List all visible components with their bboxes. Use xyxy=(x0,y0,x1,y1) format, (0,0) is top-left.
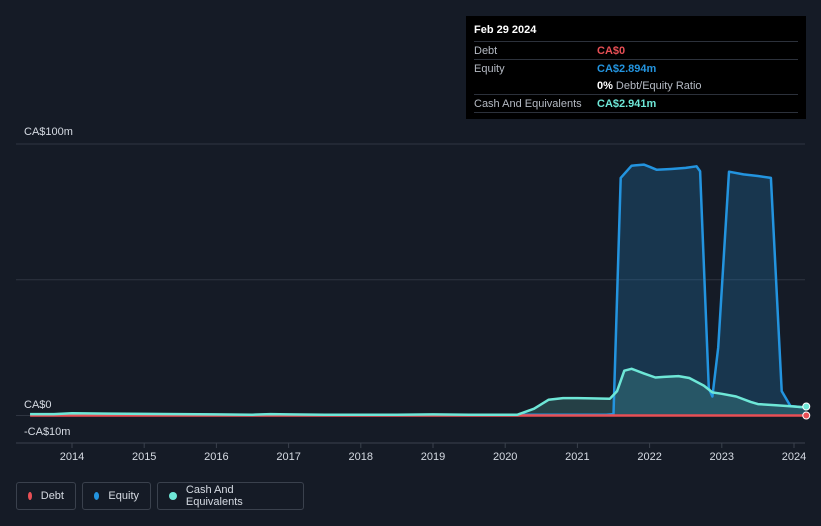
tooltip-debt-value: CA$0 xyxy=(597,44,626,57)
cash-hover-point xyxy=(802,402,811,411)
y-tick-label: CA$0 xyxy=(24,399,52,411)
legend-equity-label: Equity xyxy=(108,490,139,502)
hover-tooltip: Feb 29 2024 Debt CA$0 Equity CA$2.894m 0… xyxy=(466,16,806,119)
cash-line xyxy=(30,367,807,416)
tooltip-row-cash: Cash And Equivalents CA$2.941m xyxy=(474,94,798,113)
x-tick-label: 2023 xyxy=(710,451,734,463)
x-tick-label: 2016 xyxy=(204,451,228,463)
tooltip-ratio-value: 0% xyxy=(597,79,613,92)
tooltip-cash-value: CA$2.941m xyxy=(597,97,657,110)
debt-dot-icon xyxy=(28,492,32,500)
tooltip-row-ratio: 0% Debt/Equity Ratio xyxy=(474,77,798,94)
line-layer xyxy=(30,163,811,420)
y-tick-label: -CA$10m xyxy=(24,426,70,438)
legend-debt-label: Debt xyxy=(40,490,64,502)
legend-cash-label: Cash And Equivalents xyxy=(185,484,243,508)
x-tick-label: 2022 xyxy=(637,451,661,463)
tooltip-row-debt: Debt CA$0 xyxy=(474,41,798,59)
x-tick-label: 2015 xyxy=(132,451,156,463)
x-tick-label: 2021 xyxy=(565,451,589,463)
tooltip-equity-label: Equity xyxy=(474,62,505,75)
tooltip-ratio-label: Debt/Equity Ratio xyxy=(615,79,702,92)
x-tick-label: 2019 xyxy=(421,451,445,463)
tooltip-date: Feb 29 2024 xyxy=(474,24,537,36)
y-tick-label: CA$100m xyxy=(24,126,73,138)
axis-layer: CA$100m CA$0 -CA$10m 2014 2015 2016 2017 2018 20… xyxy=(24,126,806,463)
tooltip-debt-label: Debt xyxy=(474,44,498,57)
equity-dot-icon xyxy=(94,492,100,500)
x-tick-label: 2018 xyxy=(349,451,373,463)
legend-equity[interactable]: Equity xyxy=(82,482,151,510)
x-tick-label: 2017 xyxy=(276,451,300,463)
cash-area xyxy=(30,368,807,416)
x-tick-label: 2014 xyxy=(60,451,84,463)
debt-hover-point xyxy=(802,411,811,420)
tooltip-row-equity: Equity CA$2.894m xyxy=(474,59,798,77)
tooltip-cash-label: Cash And Equivalents xyxy=(474,97,582,110)
x-tick-label: 2020 xyxy=(493,451,517,463)
legend-cash[interactable]: Cash And Equivalents xyxy=(157,482,304,510)
legend-debt[interactable]: Debt xyxy=(16,482,76,510)
tooltip-equity-value: CA$2.894m xyxy=(597,62,657,75)
cash-dot-icon xyxy=(169,492,177,500)
x-tick-label: 2024 xyxy=(782,451,806,463)
